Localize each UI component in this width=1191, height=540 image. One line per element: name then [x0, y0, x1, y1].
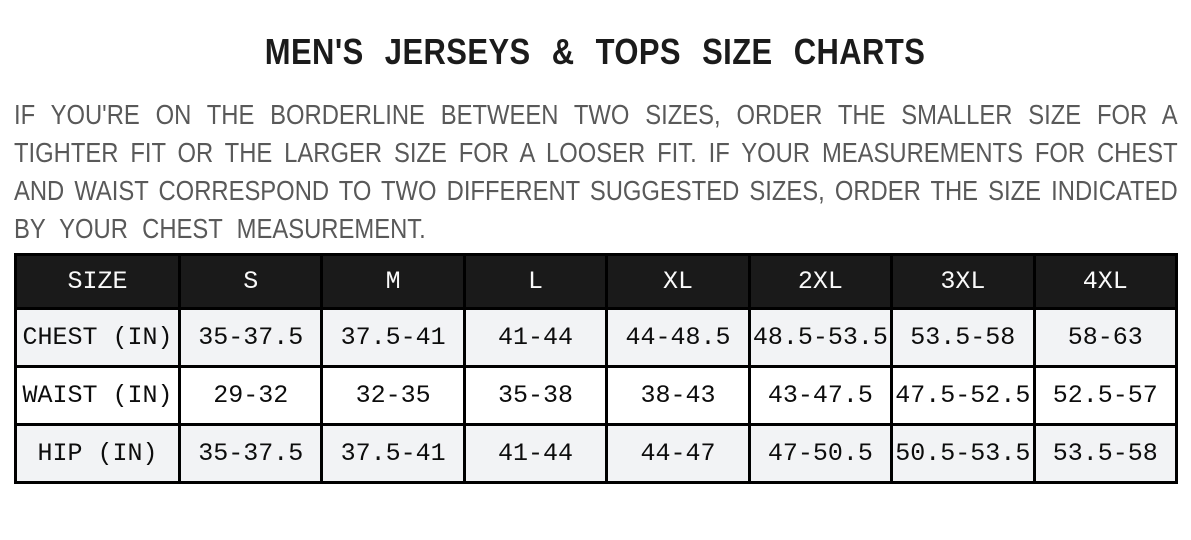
- table-row-chest: CHEST (IN) 35-37.5 37.5-41 41-44 44-48.5…: [14, 307, 1179, 368]
- waist-xl: 38-43: [605, 365, 751, 426]
- chest-l: 41-44: [462, 307, 609, 368]
- intro-line-3: AND WAIST CORRESPOND TO TWO DIFFERENT SU…: [14, 175, 1178, 206]
- column-header-2xl: 2XL: [747, 253, 894, 310]
- waist-l: 35-38: [462, 365, 609, 426]
- table-row-waist: WAIST (IN) 29-32 32-35 35-38 38-43 43-47…: [14, 365, 1179, 426]
- chest-xl: 44-48.5: [605, 307, 751, 368]
- hip-3xl: 50.5-53.5: [890, 423, 1036, 484]
- waist-4xl: 52.5-57: [1032, 365, 1179, 426]
- chest-s: 35-37.5: [177, 307, 324, 368]
- column-header-xl: XL: [605, 253, 751, 310]
- hip-s: 35-37.5: [177, 423, 324, 484]
- column-header-l: L: [462, 253, 609, 310]
- hip-m: 37.5-41: [320, 423, 466, 484]
- chest-2xl: 48.5-53.5: [747, 307, 894, 368]
- chest-3xl: 53.5-58: [890, 307, 1036, 368]
- hip-2xl: 47-50.5: [747, 423, 894, 484]
- intro-line-4: BY YOUR CHEST MEASUREMENT.: [14, 213, 426, 244]
- row-label-hip: HIP (IN): [14, 423, 181, 484]
- chest-4xl: 58-63: [1032, 307, 1179, 368]
- row-label-waist: WAIST (IN): [14, 365, 181, 426]
- hip-4xl: 53.5-58: [1032, 423, 1179, 484]
- row-label-chest: CHEST (IN): [14, 307, 181, 368]
- waist-m: 32-35: [320, 365, 466, 426]
- hip-xl: 44-47: [605, 423, 751, 484]
- intro-line-1: IF YOU'RE ON THE BORDERLINE BETWEEN TWO …: [14, 99, 1178, 130]
- table-row-hip: HIP (IN) 35-37.5 37.5-41 41-44 44-47 47-…: [14, 423, 1179, 484]
- hip-l: 41-44: [462, 423, 609, 484]
- column-header-4xl: 4XL: [1032, 253, 1179, 310]
- column-header-size: SIZE: [14, 253, 181, 310]
- page-title: MEN'S JERSEYS & TOPS SIZE CHARTS: [0, 30, 1191, 74]
- waist-3xl: 47.5-52.5: [890, 365, 1036, 426]
- column-header-s: S: [177, 253, 324, 310]
- column-header-m: M: [320, 253, 466, 310]
- intro-line-2: TIGHTER FIT OR THE LARGER SIZE FOR A LOO…: [14, 137, 1178, 168]
- waist-2xl: 43-47.5: [747, 365, 894, 426]
- header-row: SIZE S M L XL 2XL 3XL 4XL: [14, 253, 1179, 310]
- column-header-3xl: 3XL: [890, 253, 1036, 310]
- page-title-text: MEN'S JERSEYS & TOPS SIZE CHARTS: [265, 31, 926, 72]
- chest-m: 37.5-41: [320, 307, 466, 368]
- size-chart-table: SIZE S M L XL 2XL 3XL 4XL CHEST (IN) 35-…: [14, 253, 1179, 484]
- waist-s: 29-32: [177, 365, 324, 426]
- intro-paragraph: IF YOU'RE ON THE BORDERLINE BETWEEN TWO …: [14, 96, 1178, 248]
